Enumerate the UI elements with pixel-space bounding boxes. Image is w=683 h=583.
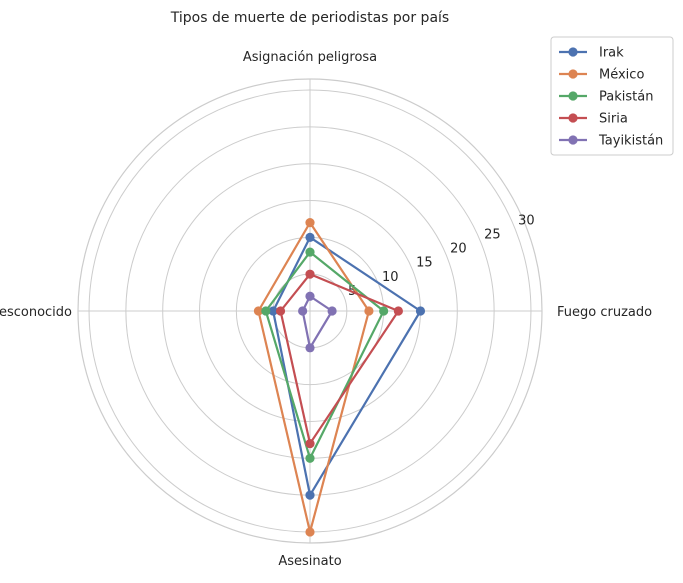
legend-item-0: Irak: [559, 46, 624, 61]
data-point-2-0: [379, 306, 389, 316]
data-point-0-1: [305, 490, 315, 500]
data-point-3-2: [275, 306, 286, 316]
radar-grid: [77, 78, 543, 544]
data-point-4-2: [298, 306, 308, 316]
data-point-1-1: [305, 527, 315, 537]
series-line-2: [264, 250, 385, 460]
data-point-1-2: [253, 306, 264, 316]
data-point-2-2: [261, 306, 271, 316]
data-point-2-1: [305, 453, 315, 463]
legend-label-4: Tayikistán: [598, 134, 663, 149]
axis-labels: Fuego cruzado Asesinato Desconocido Asignac…: [0, 50, 652, 569]
axis-label-3: Asignación peligrosa: [243, 50, 377, 65]
legend-item-1: México: [559, 68, 644, 83]
series-2: [261, 247, 389, 463]
series-4: [298, 291, 337, 353]
axis-label-2: Desconocido: [0, 305, 72, 320]
legend-box: [550, 36, 674, 156]
legend-marker-1: [568, 69, 578, 79]
axis-label-0: Fuego cruzado: [557, 305, 652, 320]
rtick-label-30: 30: [518, 213, 535, 228]
data-point-3-1: [305, 438, 315, 449]
legend-marker-3: [568, 113, 578, 123]
legend-item-4: Tayikistán: [559, 134, 663, 149]
series-layer: [253, 218, 426, 537]
legend-marker-0: [568, 47, 578, 57]
legend-marker-2: [568, 91, 578, 101]
legend-label-0: Irak: [599, 46, 624, 61]
legend-item-3: Siria: [559, 112, 628, 127]
legend-label-3: Siria: [599, 112, 628, 127]
rtick-label-25: 25: [484, 228, 501, 243]
data-point-1-0: [364, 306, 374, 316]
series-1: [253, 218, 374, 537]
series-line-4: [301, 295, 334, 349]
data-point-0-3: [305, 232, 315, 242]
data-point-3-3: [305, 269, 315, 279]
legend-label-1: México: [599, 68, 644, 83]
series-line-1: [257, 221, 371, 534]
series-3: [275, 269, 403, 449]
axis-label-1: Asesinato: [278, 554, 341, 569]
data-point-3-0: [393, 306, 403, 316]
data-point-0-2: [268, 306, 278, 316]
data-point-2-3: [305, 247, 315, 257]
rtick-label-15: 15: [416, 256, 433, 271]
legend-label-2: Pakistán: [599, 90, 653, 105]
data-point-1-3: [305, 218, 315, 228]
data-point-4-1: [305, 343, 315, 353]
data-point-0-0: [415, 306, 426, 316]
data-point-4-0: [327, 306, 337, 316]
rtick-label-20: 20: [450, 242, 467, 257]
data-point-4-3: [305, 291, 315, 301]
legend: Irak México Pakistán Siria Tayikistán: [550, 36, 674, 156]
rtick-label-10: 10: [382, 270, 399, 285]
chart-title: Tipos de muerte de periodistas por país: [170, 10, 449, 26]
legend-item-2: Pakistán: [559, 90, 653, 105]
legend-marker-4: [568, 135, 578, 145]
series-0: [268, 232, 426, 500]
